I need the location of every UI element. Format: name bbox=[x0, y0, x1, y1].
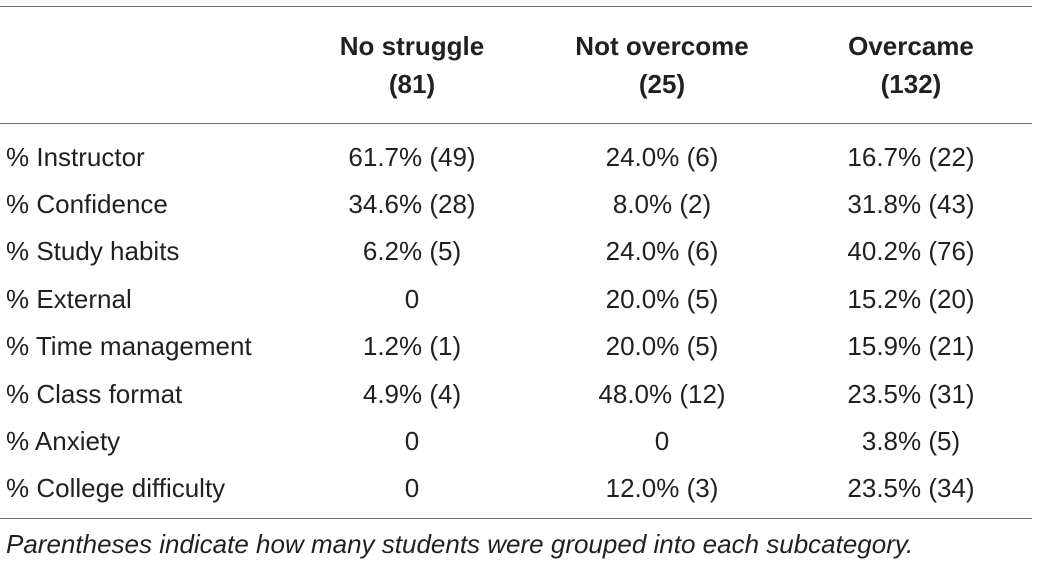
cell-overcame: 15.2% (20) bbox=[847, 283, 975, 314]
cell-no-struggle: 1.2% (1) bbox=[362, 331, 462, 362]
header-corner bbox=[0, 6, 290, 123]
row-label: % External bbox=[6, 283, 132, 314]
cell-overcame: 23.5% (31) bbox=[847, 378, 975, 409]
cell-not-overcome: 20.0% (5) bbox=[605, 331, 719, 362]
cell-not-overcome: 24.0% (6) bbox=[605, 141, 719, 172]
table-footnote: Parentheses indicate how many students w… bbox=[6, 529, 914, 559]
header-overcame: Overcame (132) bbox=[790, 6, 1032, 123]
header-no-struggle-name: No struggle bbox=[339, 30, 485, 61]
header-no-struggle-count: (81) bbox=[388, 68, 436, 99]
cell-overcame: 23.5% (34) bbox=[847, 473, 975, 504]
header-not-overcome: Not overcome (25) bbox=[534, 6, 790, 123]
cell-no-struggle: 6.2% (5) bbox=[362, 236, 462, 267]
table-bottom-rule bbox=[0, 518, 1032, 519]
header-not-overcome-count: (25) bbox=[638, 68, 686, 99]
cell-not-overcome: 24.0% (6) bbox=[605, 236, 719, 267]
row-label: % Confidence bbox=[6, 189, 168, 220]
header-no-struggle: No struggle (81) bbox=[290, 6, 534, 123]
header-row: No struggle (81) Not overcome (25) Overc… bbox=[0, 6, 1032, 123]
cell-no-struggle: 0 bbox=[404, 426, 420, 457]
row-label: % Class format bbox=[6, 378, 183, 409]
table-top-rule bbox=[0, 6, 1032, 7]
header-overcame-count: (132) bbox=[880, 68, 942, 99]
row-label: % Time management bbox=[6, 331, 252, 362]
table-row: % Class format 4.9% (4) 48.0% (12) 23.5%… bbox=[0, 370, 1032, 417]
cell-not-overcome: 48.0% (12) bbox=[598, 378, 726, 409]
cell-no-struggle: 4.9% (4) bbox=[362, 378, 462, 409]
cell-not-overcome: 8.0% (2) bbox=[612, 189, 712, 220]
cell-no-struggle: 61.7% (49) bbox=[348, 141, 476, 172]
cell-overcame: 15.9% (21) bbox=[847, 331, 975, 362]
row-label: % College difficulty bbox=[6, 473, 226, 504]
row-label: % Study habits bbox=[6, 236, 180, 267]
table-row: % External 0 20.0% (5) 15.2% (20) bbox=[0, 275, 1032, 322]
header-overcame-name: Overcame bbox=[848, 30, 974, 61]
cell-overcame: 31.8% (43) bbox=[847, 189, 975, 220]
table-row: % College difficulty 0 12.0% (3) 23.5% (… bbox=[0, 465, 1032, 512]
row-label: % Anxiety bbox=[6, 426, 121, 457]
table-row: % Instructor 61.7% (49) 24.0% (6) 16.7% … bbox=[0, 123, 1032, 180]
table-header-rule bbox=[0, 123, 1032, 124]
cell-overcame: 16.7% (22) bbox=[847, 141, 975, 172]
table-row: % Anxiety 0 0 3.8% (5) bbox=[0, 417, 1032, 464]
results-table: No struggle (81) Not overcome (25) Overc… bbox=[0, 6, 1032, 512]
cell-not-overcome: 0 bbox=[654, 426, 670, 457]
cell-not-overcome: 12.0% (3) bbox=[605, 473, 719, 504]
cell-overcame: 40.2% (76) bbox=[847, 236, 975, 267]
row-label: % Instructor bbox=[6, 141, 145, 172]
table-row: % Study habits 6.2% (5) 24.0% (6) 40.2% … bbox=[0, 228, 1032, 275]
cell-no-struggle: 0 bbox=[404, 473, 420, 504]
table-row: % Time management 1.2% (1) 20.0% (5) 15.… bbox=[0, 323, 1032, 370]
cell-not-overcome: 20.0% (5) bbox=[605, 283, 719, 314]
cell-overcame: 3.8% (5) bbox=[861, 426, 961, 457]
header-not-overcome-name: Not overcome bbox=[575, 30, 749, 61]
cell-no-struggle: 0 bbox=[404, 283, 420, 314]
cell-no-struggle: 34.6% (28) bbox=[348, 189, 476, 220]
table-row: % Confidence 34.6% (28) 8.0% (2) 31.8% (… bbox=[0, 180, 1032, 227]
